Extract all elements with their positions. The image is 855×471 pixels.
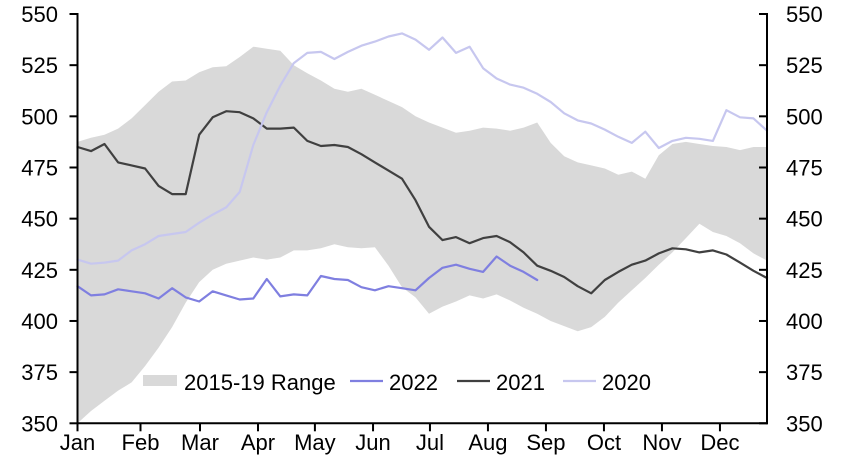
x-axis-label: Feb xyxy=(122,430,160,455)
x-axis-label: Oct xyxy=(587,430,621,455)
x-axis-label: Apr xyxy=(241,430,275,455)
legend-label-2022: 2022 xyxy=(389,370,438,395)
y-axis-label-left: 350 xyxy=(21,411,58,436)
line-2020 xyxy=(76,32,769,265)
y-axis-label-right: 550 xyxy=(786,2,823,27)
x-axis-label: Jul xyxy=(416,430,444,455)
y-axis-label-right: 450 xyxy=(786,207,823,232)
y-axis-label-left: 450 xyxy=(21,207,58,232)
y-axis-label-left: 500 xyxy=(21,104,58,129)
y-axis-label-right: 500 xyxy=(786,104,823,129)
y-axis-label-left: 425 xyxy=(21,258,58,283)
y-axis-label-left: 375 xyxy=(21,360,58,385)
y-axis-label-left: 550 xyxy=(21,2,58,27)
y-axis-label-left: 475 xyxy=(21,155,58,180)
y-axis-label-right: 475 xyxy=(786,155,823,180)
y-axis-label-right: 350 xyxy=(786,411,823,436)
x-axis-label: Sep xyxy=(526,430,565,455)
x-axis-label: Jan xyxy=(60,430,95,455)
y-axis-label-right: 425 xyxy=(786,258,823,283)
x-axis-label: Jun xyxy=(355,430,390,455)
x-axis-label: Nov xyxy=(642,430,681,455)
legend-label-2021: 2021 xyxy=(496,370,545,395)
legend-swatch-range xyxy=(143,375,177,386)
line-2021 xyxy=(76,110,769,295)
x-axis-label: Aug xyxy=(468,430,507,455)
y-axis-label-left: 525 xyxy=(21,53,58,78)
x-axis-label: Mar xyxy=(181,430,219,455)
line-2022 xyxy=(76,255,539,303)
y-axis-label-right: 375 xyxy=(786,360,823,385)
x-axis-label: May xyxy=(294,430,336,455)
y-axis-label-right: 400 xyxy=(786,309,823,334)
y-axis-label-left: 400 xyxy=(21,309,58,334)
legend-label-2020: 2020 xyxy=(602,370,651,395)
range-band-2015-19 xyxy=(77,46,767,424)
x-axis-label: Dec xyxy=(700,430,739,455)
legend-label-range: 2015-19 Range xyxy=(184,370,336,395)
y-axis-label-right: 525 xyxy=(786,53,823,78)
